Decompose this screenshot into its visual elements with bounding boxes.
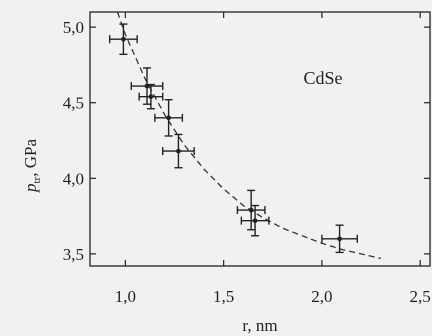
- y-axis-title-sub: tr: [31, 176, 43, 183]
- data-marker: [252, 218, 258, 224]
- x-axis-title: r, nm: [242, 316, 277, 335]
- y-axis: 3,5 4,0 4,5 5,0: [63, 18, 430, 264]
- x-tick-label: 2,5: [410, 287, 431, 306]
- data-marker: [337, 236, 342, 242]
- data-marker: [121, 36, 126, 42]
- data-marker: [248, 207, 254, 213]
- fit-curve: [116, 11, 382, 260]
- data-point: [240, 204, 270, 237]
- data-marker: [148, 94, 154, 100]
- x-tick-label: 2,0: [311, 287, 332, 306]
- x-axis: 1,0 1,5 2,0 2,5: [115, 12, 431, 306]
- data-point: [108, 23, 138, 56]
- y-tick-label: 4,5: [63, 94, 84, 113]
- x-tick-label: 1,5: [213, 287, 234, 306]
- y-axis-title-main: p: [21, 184, 40, 194]
- y-axis-title: ptr, GPa: [21, 139, 43, 193]
- data-point: [162, 133, 195, 169]
- plot-frame: [89, 11, 431, 267]
- data-point: [321, 224, 358, 254]
- data-points-group: [108, 23, 358, 254]
- y-tick-label: 3,5: [63, 245, 84, 264]
- y-tick-label: 5,0: [63, 18, 84, 37]
- data-point: [154, 98, 184, 137]
- y-axis-title-unit: , GPa: [21, 139, 40, 177]
- fit-curve-group: [116, 11, 382, 260]
- data-marker: [166, 115, 172, 121]
- annotation-cdse: CdSe: [303, 68, 342, 88]
- data-point: [138, 83, 164, 110]
- y-tick-label: 4,0: [63, 169, 84, 188]
- data-point: [236, 189, 266, 231]
- x-tick-label: 1,0: [115, 287, 136, 306]
- data-point: [130, 67, 164, 105]
- data-marker: [176, 148, 181, 154]
